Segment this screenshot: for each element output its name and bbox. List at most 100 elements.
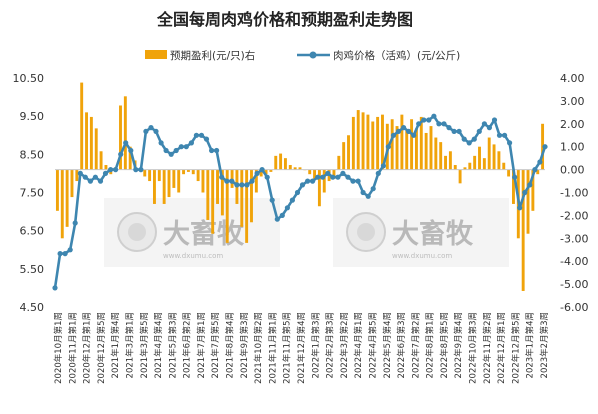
price-point [143, 128, 149, 134]
profit-bar [186, 169, 190, 172]
profit-bar [99, 151, 103, 170]
price-point [57, 251, 63, 257]
price-point [148, 125, 154, 131]
profit-bar [128, 146, 132, 170]
profit-bar [279, 153, 283, 170]
y-right-tick-label: 1.00 [560, 141, 585, 154]
profit-bar [444, 155, 447, 170]
profit-bar [376, 116, 380, 170]
y-left-tick-label: 10.50 [13, 72, 45, 85]
x-tick-label: 2022年1月第3周 [310, 312, 321, 378]
profit-bar [342, 142, 346, 170]
profit-bar [157, 169, 161, 182]
price-point [67, 247, 73, 253]
price-point [491, 117, 498, 123]
watermark: 大畜牧 www.dxumu.com [104, 198, 280, 267]
price-point [330, 174, 336, 180]
x-tick-label: 2020年10月第1周 [53, 312, 64, 384]
profit-bar [400, 114, 404, 170]
price-point [128, 147, 134, 154]
profit-bar [293, 167, 297, 170]
price-point [229, 178, 235, 184]
price-point [264, 174, 270, 180]
profit-bar [468, 162, 472, 170]
price-point [113, 167, 119, 173]
x-tick-label: 2021年7月第1周 [196, 312, 207, 378]
price-point [340, 170, 346, 176]
y-right-tick-label: 2.00 [560, 118, 585, 131]
profit-bar [322, 169, 326, 193]
price-point [294, 189, 301, 196]
profit-bar [337, 155, 341, 170]
profit-bar [507, 169, 511, 177]
watermark-logo-core [357, 223, 375, 241]
profit-bar [240, 169, 244, 227]
price-point [476, 128, 482, 134]
profit-bar [487, 137, 491, 170]
x-tick-label: 2022年7月第2周 [410, 312, 421, 378]
profit-bar [250, 169, 253, 223]
profit-bar [85, 112, 88, 170]
y-right-tick-label: 4.00 [560, 72, 585, 85]
watermarks: 大畜牧 www.dxumu.com 大畜牧 www.dxumu.com [104, 198, 509, 267]
price-point [279, 212, 285, 218]
price-point [532, 167, 538, 173]
y-right-tick-label: -4.00 [560, 255, 588, 268]
x-tick-label: 2022年4月第1周 [353, 312, 364, 378]
price-point [335, 174, 341, 180]
profit-bar [482, 158, 486, 170]
price-point [259, 167, 265, 173]
price-point [62, 251, 68, 257]
y-left-tick-label: 4.50 [20, 301, 45, 314]
price-point [486, 125, 492, 131]
profit-bar [308, 169, 312, 175]
price-point [365, 193, 371, 199]
price-point [193, 132, 199, 138]
y-left-tick-label: 8.50 [20, 148, 45, 161]
price-point [395, 128, 402, 134]
price-point [542, 144, 548, 150]
profit-bar [434, 137, 438, 170]
profit-bar [104, 165, 108, 170]
y-right-tick-label: -3.00 [560, 232, 588, 245]
x-tick-label: 2020年11月第1周 [67, 312, 78, 384]
price-point [537, 159, 543, 165]
price-point [370, 186, 376, 192]
x-tick-label: 2022年8月第1周 [425, 312, 436, 378]
price-point [203, 136, 210, 142]
price-point [471, 136, 477, 142]
price-point [92, 174, 98, 180]
price-point [219, 174, 225, 180]
profit-bar [75, 169, 79, 182]
price-point [380, 163, 386, 169]
price-point [517, 205, 523, 211]
y-left-tick-label: 5.50 [20, 263, 45, 276]
x-tick-label: 2021年11月第1周 [267, 312, 278, 384]
profit-bar [410, 119, 414, 170]
y-axis-right: 4.00 3.00 2.00 1.00 0.00 -1.00 -2.00 -3.00 -4.00… [560, 72, 588, 314]
profit-bar [225, 169, 229, 243]
price-point [153, 128, 159, 134]
profit-bar [245, 169, 249, 243]
profit-bar [201, 169, 205, 193]
profit-bar [70, 169, 74, 198]
price-point [305, 178, 311, 184]
profit-bar [351, 116, 355, 170]
legend: 预期盈利(元/只)右 肉鸡价格（活鸡）(元/公斤) [145, 49, 460, 62]
price-point [401, 125, 407, 131]
price-point [451, 128, 457, 134]
price-point [411, 132, 417, 138]
profit-bar [371, 121, 375, 170]
x-tick-label: 2022年12月第1周 [496, 312, 507, 384]
price-point [436, 121, 442, 127]
price-point [385, 144, 391, 150]
price-point [188, 140, 194, 146]
price-point [416, 121, 422, 127]
price-point [72, 220, 78, 226]
y-right-tick-label: -5.00 [560, 278, 588, 291]
watermark: 大畜牧 www.dxumu.com [333, 198, 509, 267]
price-point [527, 182, 533, 188]
legend-label-bar: 预期盈利(元/只)右 [170, 49, 255, 62]
price-point [77, 170, 83, 176]
